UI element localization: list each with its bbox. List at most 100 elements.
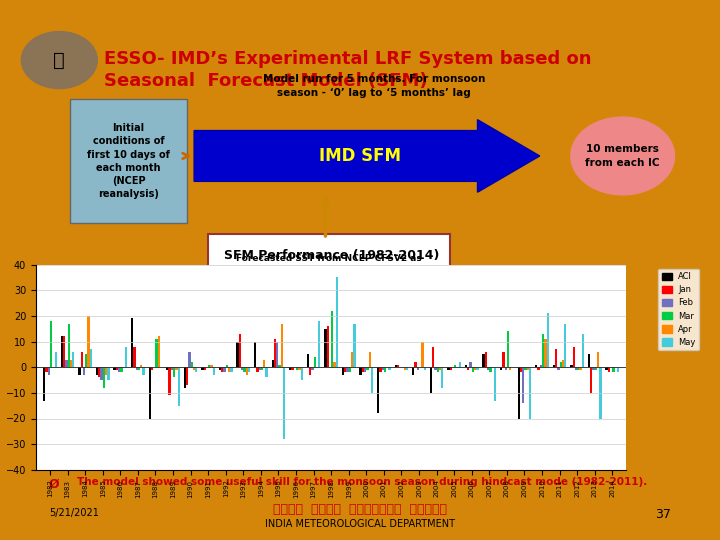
Bar [397, 364, 399, 367]
Bar [518, 367, 520, 418]
Bar [189, 352, 191, 367]
Bar [279, 364, 281, 367]
Bar [90, 349, 92, 367]
Bar [485, 352, 487, 367]
Bar [72, 352, 74, 367]
Bar [617, 367, 619, 373]
Bar [346, 367, 348, 373]
Bar [221, 367, 223, 373]
Bar [454, 364, 456, 367]
Bar [441, 367, 444, 388]
Bar [261, 367, 264, 370]
Text: ESSO- IMD’s Experimental LRF System based on
Seasonal  Forecast Model (SFM): ESSO- IMD’s Experimental LRF System base… [104, 50, 592, 90]
Bar [434, 367, 436, 370]
Bar [156, 339, 158, 367]
Bar [597, 352, 599, 367]
Bar [324, 329, 327, 367]
Bar [264, 360, 266, 367]
Bar [246, 367, 248, 375]
Bar [276, 341, 279, 367]
Bar [538, 367, 540, 370]
FancyBboxPatch shape [208, 234, 450, 306]
Bar [542, 334, 544, 367]
Bar [298, 367, 301, 370]
Bar [342, 367, 344, 375]
Bar [266, 367, 268, 377]
Bar [540, 364, 542, 367]
Text: Model run for 5 months. For monsoon
season - ‘0’ lag to ‘5 months’ lag: Model run for 5 months. For monsoon seas… [263, 75, 485, 98]
Bar [301, 367, 303, 380]
Bar [204, 367, 206, 370]
Bar [258, 367, 261, 370]
Bar [564, 323, 567, 367]
Bar [366, 367, 369, 370]
Text: INDIA METEOROLOGICAL DEPARTMENT: INDIA METEOROLOGICAL DEPARTMENT [265, 519, 455, 529]
Bar [101, 367, 103, 380]
Bar [439, 367, 441, 370]
Bar [256, 367, 258, 373]
Bar [382, 367, 384, 370]
Bar [48, 367, 50, 375]
Bar [415, 362, 417, 367]
Bar [377, 367, 379, 414]
Bar [107, 367, 109, 380]
Bar [83, 367, 85, 375]
Bar [50, 321, 53, 367]
Bar [213, 367, 215, 375]
Bar [482, 354, 485, 367]
Bar [105, 367, 107, 375]
Bar [70, 360, 72, 367]
Bar [148, 367, 151, 418]
Bar [359, 367, 361, 375]
Bar [314, 357, 316, 367]
Bar [331, 310, 333, 367]
Bar [158, 336, 160, 367]
Bar [344, 367, 346, 373]
Bar [606, 367, 608, 370]
Bar [292, 367, 294, 370]
Bar [371, 367, 373, 393]
Bar [68, 323, 70, 367]
Bar [423, 367, 426, 370]
Bar [557, 367, 559, 370]
Bar [168, 367, 171, 395]
Bar [595, 367, 597, 370]
Bar [417, 367, 419, 370]
Bar [529, 367, 531, 418]
Bar [590, 367, 593, 393]
Bar [311, 367, 314, 370]
Bar [296, 367, 298, 370]
Bar [467, 367, 469, 370]
Bar [60, 336, 63, 367]
Bar [520, 367, 522, 373]
Bar [472, 367, 474, 373]
Bar [281, 323, 283, 367]
Bar [369, 352, 371, 367]
Bar [449, 367, 452, 370]
Bar [81, 352, 83, 367]
Text: The model showed some useful skill for the monsoon season during hindcast mode (: The model showed some useful skill for t… [76, 477, 647, 488]
Bar [582, 334, 584, 367]
Bar [389, 367, 391, 370]
Bar [195, 367, 197, 373]
Bar [404, 367, 406, 370]
Bar [176, 367, 178, 370]
Bar [173, 367, 176, 377]
Bar [351, 352, 354, 367]
Bar [588, 354, 590, 367]
Bar [575, 367, 577, 370]
Bar [522, 367, 524, 403]
Bar [85, 354, 88, 367]
Text: IMD SFM: IMD SFM [319, 147, 401, 165]
Bar [421, 341, 423, 367]
Bar [223, 367, 226, 373]
Bar [230, 367, 233, 373]
Bar [599, 367, 602, 418]
Circle shape [22, 31, 97, 89]
Bar [118, 367, 120, 373]
Bar [138, 367, 140, 370]
Bar [494, 367, 496, 401]
Bar [503, 352, 505, 367]
Bar [254, 341, 256, 367]
Bar [580, 367, 582, 370]
